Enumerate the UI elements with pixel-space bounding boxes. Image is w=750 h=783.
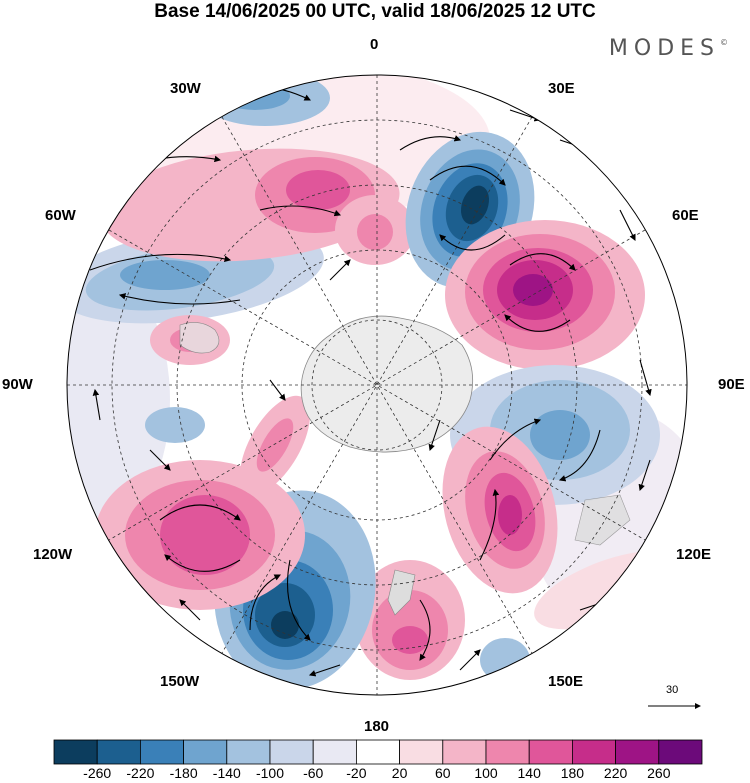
colorbar-swatch [528, 739, 573, 765]
colorbar [53, 739, 703, 765]
lon-label-0: 0 [370, 36, 379, 53]
colorbar-swatch [183, 739, 228, 765]
colorbar-swatch [355, 739, 400, 765]
colorbar-swatch [269, 739, 314, 765]
colorbar-tick-label: -140 [212, 765, 241, 781]
brand-mark: © [720, 38, 728, 47]
colorbar-swatch [312, 739, 357, 765]
colorbar-swatch [226, 739, 271, 765]
lon-label-180: 180 [364, 718, 390, 735]
lon-label-120w: 120W [33, 546, 73, 563]
colorbar-tick-label: -220 [126, 765, 155, 781]
colorbar-swatch [399, 739, 444, 765]
brand-logo: MODES© [609, 36, 728, 61]
brand-text: MODES [608, 36, 720, 61]
colorbar-tick-label: -20 [346, 765, 367, 781]
lon-label-90e: 90E [718, 376, 745, 393]
map-title: Base 14/06/2025 00 UTC, valid 18/06/2025… [154, 1, 596, 22]
lon-label-150e: 150E [548, 673, 584, 690]
map-boundary [66, 74, 688, 696]
colorbar-tick-label: -60 [303, 765, 324, 781]
lon-label-90w: 90W [2, 376, 33, 393]
colorbar-swatch [658, 739, 703, 765]
colorbar-tick-label: -100 [255, 765, 285, 781]
anomaly-high-southwest [95, 315, 310, 610]
colorbar-swatch [572, 739, 617, 765]
lon-label-30w: 30W [170, 80, 201, 97]
colorbar-tick-label: -180 [169, 765, 198, 781]
colorbar-tick-label: 60 [435, 765, 451, 781]
colorbar-swatch [615, 739, 660, 765]
lon-label-30e: 30E [548, 80, 575, 97]
colorbar-swatch [53, 739, 98, 765]
colorbar-swatch [442, 739, 487, 765]
colorbar-tick-label: 180 [560, 765, 585, 781]
antarctica-landmass [300, 315, 474, 453]
colorbar-tick-label: 260 [647, 765, 671, 781]
meridians [67, 75, 687, 695]
colorbar-swatch [96, 739, 141, 765]
lon-label-120e: 120E [676, 546, 712, 563]
colorbar-tick-label: -260 [83, 765, 112, 781]
reference-vector-label: 30 [666, 684, 679, 696]
lon-label-150w: 150W [160, 673, 200, 690]
lon-label-60w: 60W [45, 207, 76, 224]
colorbar-tick-label: 140 [517, 765, 541, 781]
colorbar-swatch [139, 739, 184, 765]
colorbar-swatch [485, 739, 530, 765]
lon-label-60e: 60E [672, 207, 699, 224]
colorbar-tick-label: 100 [474, 765, 498, 781]
colorbar-tick-label: 220 [603, 765, 628, 781]
colorbar-tick-label: 20 [391, 765, 408, 781]
anomaly-high-east [445, 220, 645, 370]
anomaly-field [67, 75, 687, 695]
